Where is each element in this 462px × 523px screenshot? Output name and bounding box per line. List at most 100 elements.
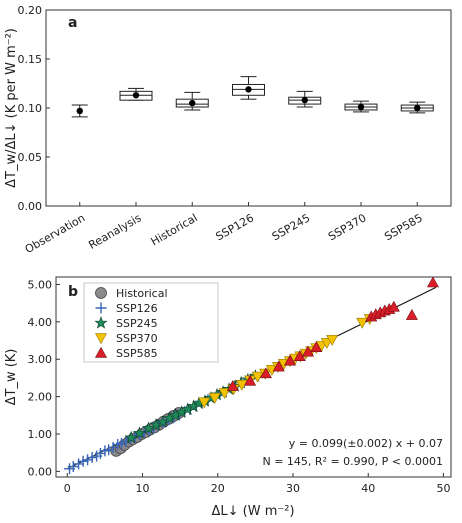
- panel-a-y-axis: 0.00 0.05 0.10 0.15 0.20: [18, 4, 50, 213]
- data-point-ssp126: [115, 437, 127, 449]
- legend-marker-ssp585: [94, 346, 108, 358]
- box-ssp126: [232, 76, 265, 100]
- data-point-ssp370: [326, 335, 339, 346]
- box-ssp245: [288, 90, 322, 108]
- legend-label-ssp585: SSP585: [116, 347, 158, 360]
- panel-b-scatter-plot: b 0.00 1.00 2.00 3.00 4.00 5.00 0 10 20 30 40 50 H…: [4, 276, 452, 519]
- box-historical: [175, 91, 209, 111]
- panel-b-x-tick-label: 20: [211, 482, 225, 495]
- panel-b-y-axis: 0.00 1.00 2.00 3.00 4.00 5.00: [28, 278, 60, 478]
- panel-b-x-tick-label: 0: [64, 482, 71, 495]
- legend-item-ssp245: SSP245: [94, 316, 158, 330]
- panel-b-label: b: [68, 284, 78, 300]
- data-point-ssp585: [387, 300, 400, 312]
- data-point-ssp370: [208, 393, 221, 404]
- panel-a-y-tick-label: 0.20: [18, 4, 43, 17]
- data-point-ssp126: [94, 447, 106, 459]
- legend-marker-historical: [95, 287, 107, 299]
- data-point-ssp245: [124, 430, 138, 444]
- panel-a-y-tick-label: 0.10: [18, 102, 43, 115]
- data-point-ssp585: [405, 309, 418, 320]
- panel-b-y-axis-label: ΔT_w (K): [4, 349, 19, 406]
- data-point-ssp585: [310, 341, 323, 352]
- box-mean-point: [414, 104, 421, 112]
- box-mean-point: [189, 99, 196, 107]
- panel-a-frame: [45, 9, 452, 207]
- legend-item-historical: Historical: [95, 287, 168, 300]
- data-point-ssp126: [67, 461, 79, 473]
- legend-label-ssp126: SSP126: [116, 302, 158, 315]
- data-point-ssp370: [356, 317, 369, 329]
- panel-a-y-axis-label: ΔT_w/ΔL↓ (K per W m⁻²): [4, 28, 19, 188]
- legend-label-historical: Historical: [116, 287, 168, 300]
- panel-b-x-axis-label: ΔL↓ (W m⁻²): [211, 504, 294, 519]
- data-point-ssp585: [426, 276, 439, 288]
- panel-a-x-tick-label: SSP370: [326, 211, 369, 243]
- box-mean-point: [132, 92, 140, 99]
- data-point-ssp245: [132, 426, 147, 439]
- data-point-ssp126: [86, 452, 98, 464]
- regression-equation: y = 0.099(±0.002) x + 0.07: [289, 437, 443, 450]
- box-mean-point: [357, 103, 365, 111]
- data-point-ssp126: [77, 455, 89, 467]
- legend-item-ssp126: SSP126: [95, 302, 158, 315]
- data-point-ssp370: [251, 371, 264, 383]
- data-point-ssp370: [218, 388, 231, 400]
- data-point-ssp585: [272, 360, 285, 372]
- panel-b-x-tick-label: 10: [136, 482, 150, 495]
- data-point-ssp585: [259, 367, 272, 379]
- panel-a-x-tick-label: SSP126: [213, 211, 256, 243]
- panel-b-x-tick-label: 40: [361, 482, 375, 495]
- box-observation: [71, 104, 88, 118]
- panel-b-x-axis: 0 10 20 30 40 50: [64, 473, 450, 495]
- data-point-ssp585: [283, 354, 296, 366]
- panel-a-y-tick-label: 0.05: [18, 151, 43, 164]
- data-point-ssp245: [141, 421, 156, 435]
- box-ssp370: [344, 100, 378, 113]
- legend-marker-ssp245: [94, 316, 108, 329]
- panel-b-y-tick-label: 2.00: [28, 391, 53, 404]
- panel-a-x-tick-label: Historical: [149, 211, 200, 248]
- box-mean-point: [76, 107, 83, 115]
- panel-a-boxes: [71, 76, 434, 118]
- data-point-ssp126: [82, 454, 94, 466]
- panel-a-box-plot: a 0.00 0.05 0.10 0.15 0.20 Observation Reanal…: [4, 4, 452, 256]
- panel-b-x-tick-label: 30: [286, 482, 300, 495]
- panel-a-y-tick-label: 0.15: [18, 53, 43, 66]
- panel-b-y-tick-label: 3.00: [28, 353, 53, 366]
- legend-frame: [83, 282, 219, 363]
- data-point-ssp126: [103, 444, 115, 456]
- data-point-ssp126: [73, 458, 85, 470]
- panel-a-x-tick-label: Observation: [23, 211, 88, 256]
- panel-b-y-tick-label: 1.00: [28, 428, 53, 441]
- data-point-ssp585: [226, 380, 239, 391]
- data-point-ssp370: [198, 397, 211, 409]
- legend-label-ssp370: SSP370: [116, 332, 158, 345]
- panel-b-frame: [55, 276, 452, 478]
- legend-label-ssp245: SSP245: [116, 317, 158, 330]
- box-ssp585: [400, 101, 434, 114]
- legend-marker-ssp126: [95, 302, 107, 314]
- panel-a-x-tick-label: SSP245: [270, 211, 313, 243]
- panel-a-y-tick-label: 0.00: [18, 200, 43, 213]
- panel-b-y-tick-label: 5.00: [28, 278, 53, 291]
- series-ssp585: [226, 276, 439, 391]
- data-point-ssp585: [244, 374, 257, 386]
- legend-item-ssp370: SSP370: [94, 332, 158, 345]
- legend: Historical SSP126 SSP245 SSP370 SSP585: [83, 282, 219, 363]
- legend-item-ssp585: SSP585: [94, 346, 158, 360]
- panel-a-x-tick-label: SSP585: [382, 211, 425, 243]
- regression-statistics: N = 145, R² = 0.990, P < 0.0001: [262, 455, 443, 468]
- panel-b-x-tick-label: 50: [436, 482, 450, 495]
- panel-a-label: a: [68, 15, 77, 31]
- panel-b-y-tick-label: 0.00: [28, 465, 53, 478]
- box-mean-point: [301, 96, 308, 104]
- panel-b-y-tick-label: 4.00: [28, 316, 53, 329]
- legend-marker-ssp370: [94, 333, 108, 345]
- box-mean-point: [245, 86, 252, 93]
- panel-b-points: [64, 276, 439, 475]
- box-reanalysis: [119, 87, 153, 101]
- panel-a-x-axis: Observation Reanalysis Historical SSP126 SSP…: [23, 202, 425, 256]
- panel-a-x-tick-label: Reanalysis: [86, 211, 143, 252]
